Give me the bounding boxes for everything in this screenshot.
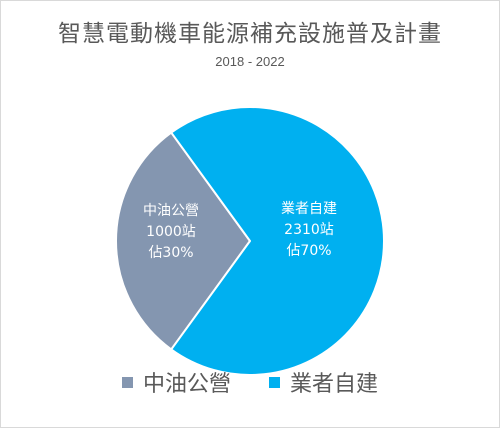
slice-label-private-count: 2310站 (284, 222, 334, 238)
chart-legend: 中油公營 業者自建 (0, 366, 500, 398)
pie-slice-cpc[interactable] (115, 131, 251, 351)
slice-label-cpc-count: 1000站 (146, 224, 196, 240)
pie-slice-private[interactable] (170, 106, 386, 376)
legend-item-cpc[interactable]: 中油公營 (121, 366, 231, 398)
legend-item-private[interactable]: 業者自建 (269, 366, 378, 398)
legend-swatch-private (269, 376, 280, 388)
slice-label-cpc-name: 中油公營 (143, 203, 199, 219)
chart-title: 智慧電動機車能源補充設施普及計畫 (58, 21, 442, 47)
slice-label-private-pct: 佔70% (286, 243, 331, 259)
chart-subtitle: 2018 - 2022 (215, 54, 285, 69)
slice-label-cpc-pct: 佔30% (148, 245, 193, 261)
legend-label-private: 業者自建 (290, 372, 379, 397)
pie-slices (115, 106, 386, 376)
legend-label-cpc: 中油公營 (142, 372, 231, 397)
legend-swatch-cpc (121, 376, 133, 388)
slice-label-private-name: 業者自建 (281, 201, 337, 217)
pie-labels: 中油公營 1000站 佔30% 業者自建 2310站 佔70% (143, 201, 337, 261)
